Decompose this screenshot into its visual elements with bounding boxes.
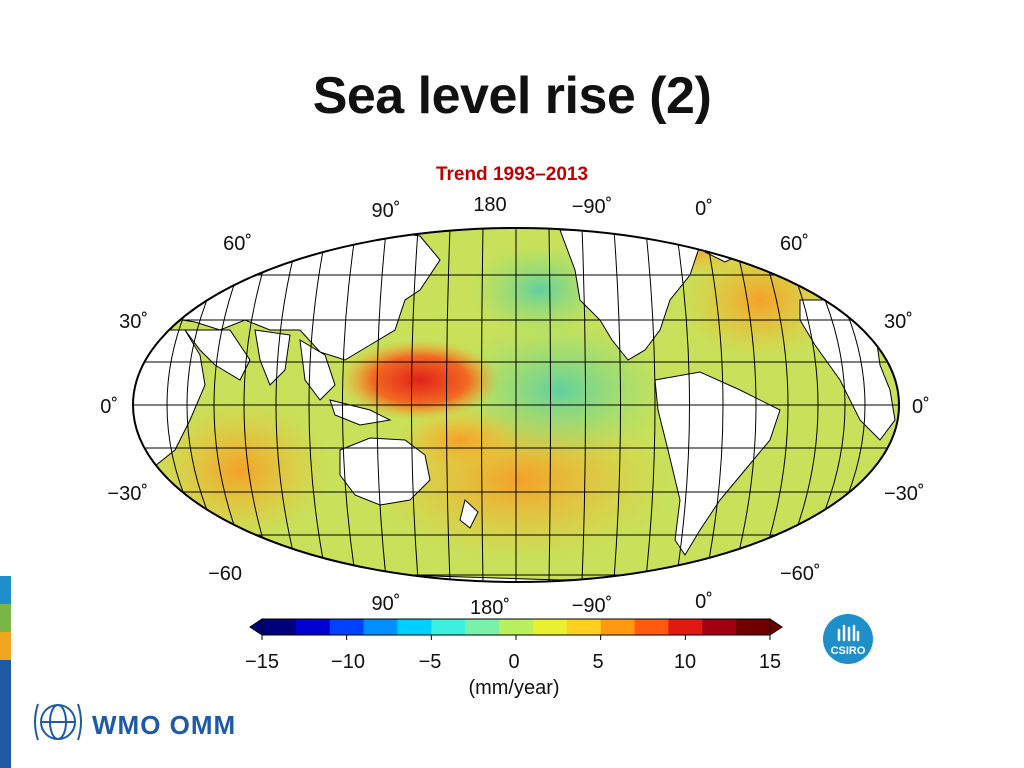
- colorbar-segment: [397, 619, 432, 635]
- right-lat-label-0: 0˚: [912, 396, 930, 418]
- wmo-emblem-icon: [34, 703, 82, 741]
- arabia-india-land: [184, 329, 291, 386]
- colorbar-segment: [566, 619, 602, 635]
- colorbar-tick-label-3: −5: [419, 651, 442, 673]
- left-lat-label-minus60: −60: [208, 563, 242, 585]
- left-lat-label-minus30: −30˚: [107, 483, 148, 505]
- colorbar-segment: [634, 619, 669, 635]
- right-lat-label-minus30: −30˚: [884, 483, 925, 505]
- left-lat-label-60: 60˚: [223, 233, 252, 255]
- colorbar-unit-label: (mm/year): [468, 677, 559, 699]
- csiro-emblem-icon: [837, 624, 860, 642]
- southeast-asia-land: [299, 339, 392, 426]
- accent-bar-blue: [0, 576, 11, 604]
- australia-land: [339, 437, 431, 506]
- bottom-lon-label-2: 180˚: [470, 597, 510, 619]
- colorbar-segment: [736, 619, 771, 635]
- map-border: [132, 227, 900, 583]
- southwest-pacific-warm: [400, 410, 520, 470]
- right-lat-label-60: 60˚: [780, 233, 809, 255]
- top-lon-label-3: −90˚: [572, 196, 613, 218]
- slide-title: Sea level rise (2): [312, 67, 712, 125]
- csiro-logo-text: CSIRO: [830, 645, 866, 657]
- colorbar-segment: [329, 619, 365, 635]
- left-lat-label-30: 30˚: [119, 311, 148, 333]
- bottom-lon-label-3: −90˚: [572, 595, 613, 617]
- wmo-logo-text: WMO OMM: [92, 710, 237, 740]
- left-lat-label-0: 0˚: [100, 396, 118, 418]
- colorbar-tick-label-1: −15: [245, 651, 279, 673]
- wmo-logo: [34, 703, 82, 741]
- colorbar-segment: [702, 619, 737, 635]
- accent-bar-green: [0, 604, 11, 632]
- colorbar-segment: [431, 619, 466, 635]
- colorbar-tick-label-4: 0: [508, 651, 519, 673]
- south-america-land: [654, 371, 781, 556]
- colorbar-min-arrow: [249, 618, 263, 636]
- top-lon-label-1: 90˚: [372, 200, 401, 222]
- map-subtitle: Trend 1993–2013: [435, 164, 589, 185]
- colorbar-segment: [668, 619, 703, 635]
- colorbar-segment: [499, 619, 534, 635]
- top-lon-label-4: 0˚: [695, 198, 713, 220]
- colorbar-segment: [262, 619, 297, 635]
- colorbar-segment: [363, 619, 398, 635]
- colorbar-tick-label-5: 5: [592, 651, 603, 673]
- new-zealand-land: [459, 499, 479, 529]
- right-lat-label-minus60: −60˚: [780, 563, 821, 585]
- csiro-logo: CSIRO: [823, 614, 873, 664]
- colorbar-segment: [465, 619, 500, 635]
- colorbar-segment: [600, 619, 636, 635]
- west-pacific-hotspot: [340, 340, 500, 420]
- accent-bar-yellow: [0, 632, 11, 660]
- bottom-lon-label-4: 0˚: [695, 591, 713, 613]
- colorbar-segment: [532, 619, 568, 635]
- right-lat-label-30: 30˚: [884, 311, 913, 333]
- colorbar-segment: [295, 619, 331, 635]
- bottom-lon-label-1: 90˚: [372, 593, 401, 615]
- colorbar-tick-label-7: 15: [759, 651, 781, 673]
- colorbar: [249, 618, 783, 640]
- colorbar-max-arrow: [769, 618, 783, 636]
- top-lon-label-2: 180: [473, 194, 506, 216]
- colorbar-tick-label-2: −10: [331, 651, 365, 673]
- colorbar-tick-label-6: 10: [674, 651, 696, 673]
- accent-bar-darkblue: [0, 660, 11, 768]
